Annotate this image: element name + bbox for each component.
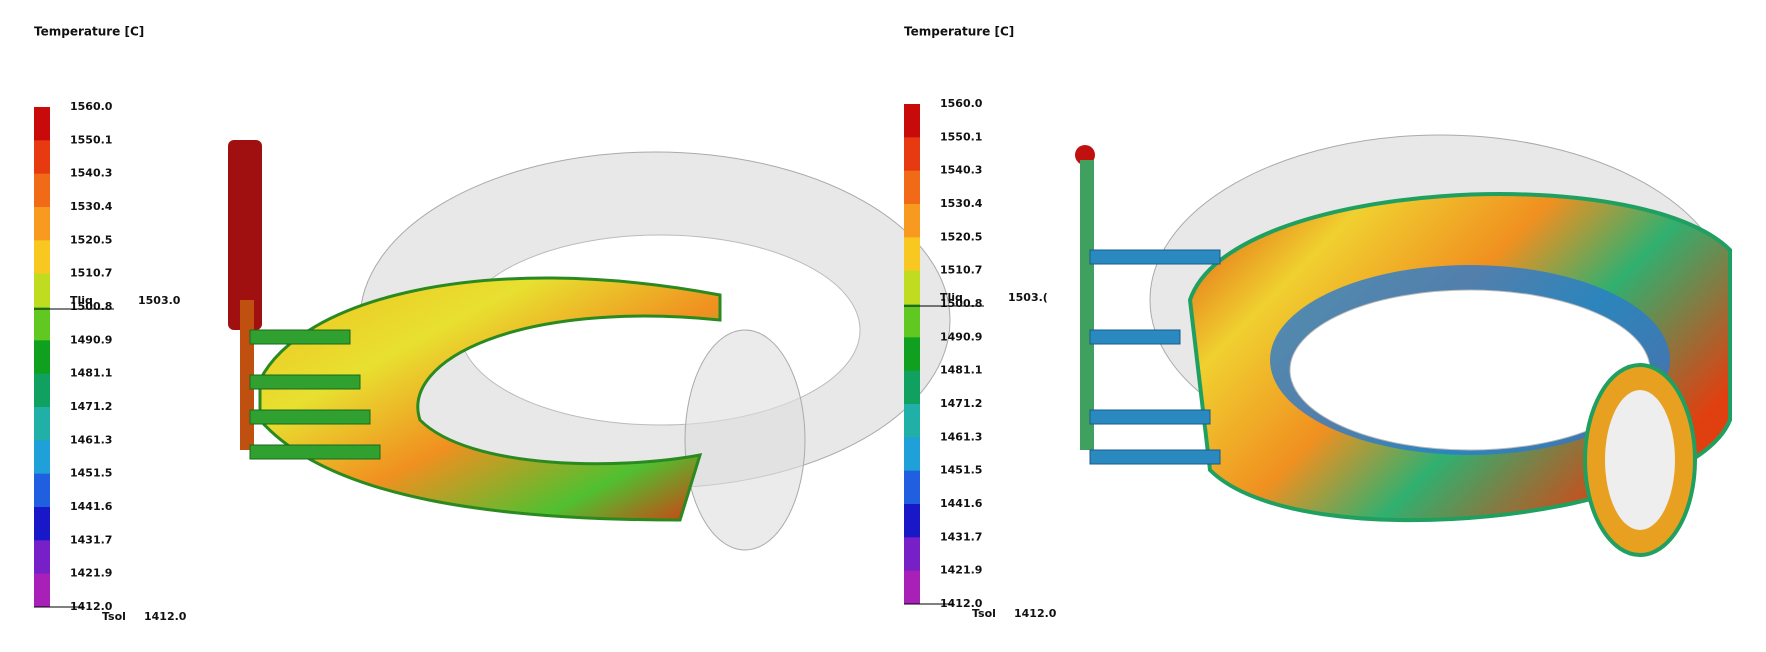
- colorbar-band: [904, 504, 920, 538]
- colorbar-band: [904, 270, 920, 305]
- liquidus-label: Tliq: [940, 291, 963, 304]
- legend-label: 1421.9: [940, 564, 982, 577]
- colorbar-band: [34, 140, 50, 175]
- colorbar-band: [34, 473, 50, 508]
- colorbar-band: [34, 173, 50, 208]
- colorbar-band: [904, 437, 920, 472]
- legend-label: 1520.5: [940, 230, 982, 243]
- colorbar-band: [904, 370, 920, 405]
- legend-label: 1451.5: [70, 467, 112, 480]
- legend-label: 1441.6: [940, 497, 983, 510]
- colorbar-band: [34, 407, 50, 441]
- legend-label: 1500.8: [70, 300, 112, 313]
- legend-label: 1412.0: [940, 597, 983, 610]
- colorbar-band: [904, 570, 920, 605]
- legend-label: 1550.1: [70, 133, 112, 146]
- colorbar-band: [904, 170, 920, 205]
- legend-label: 1560.0: [70, 100, 113, 113]
- colorbar-band: [34, 107, 50, 141]
- legend-label: 1540.3: [940, 164, 982, 177]
- legend-label: 1441.6: [70, 500, 113, 513]
- colorbar-band: [904, 237, 920, 272]
- legend-label: 1520.5: [70, 233, 112, 246]
- legend-label: 1451.5: [940, 464, 982, 477]
- legend-label: 1481.1: [70, 367, 112, 380]
- legend-label: 1412.0: [70, 600, 113, 613]
- legend-label: 1461.3: [940, 430, 982, 443]
- colorbar-band: [34, 240, 50, 275]
- colorbar-band: [34, 440, 50, 475]
- casting-render: [228, 140, 951, 551]
- colorbar-band: [34, 373, 50, 408]
- legend-title: Temperature [C]: [34, 25, 144, 39]
- solidus-value: 1412.0: [144, 610, 187, 623]
- liquidus-label: Tliq: [70, 294, 93, 307]
- colorbar-band: [904, 304, 920, 338]
- legend-label: 1431.7: [70, 533, 112, 546]
- liquidus-value: 1503.(: [1008, 291, 1048, 304]
- colorbar-band: [904, 404, 920, 438]
- colorbar-band: [904, 537, 920, 572]
- legend-label: 1550.1: [940, 130, 982, 143]
- colorbar-band: [34, 573, 50, 608]
- colorbar-band: [904, 204, 920, 238]
- legend-label: 1560.0: [940, 97, 983, 110]
- colorbar-band: [34, 307, 50, 341]
- legend-label: 1471.2: [70, 400, 112, 413]
- colorbar-band: [34, 507, 50, 541]
- colorbar-band: [34, 207, 50, 241]
- legend-label: 1481.1: [940, 364, 982, 377]
- legend-label: 1471.2: [940, 397, 982, 410]
- legend-label: 1530.4: [940, 197, 983, 210]
- solidus-label: Tsol: [102, 610, 126, 623]
- colorbar-band: [904, 104, 920, 138]
- legend-label: 1461.3: [70, 433, 112, 446]
- legend-label: 1490.9: [70, 333, 112, 346]
- colorbar-band: [904, 337, 920, 372]
- legend-label: 1530.4: [70, 200, 113, 213]
- legend-label: 1421.9: [70, 567, 112, 580]
- colorbar-band: [904, 137, 920, 172]
- solidus-value: 1412.0: [1014, 607, 1057, 620]
- legend-title: Temperature [C]: [904, 25, 1014, 39]
- colorbar-band: [34, 540, 50, 575]
- colorbar-band: [34, 273, 50, 308]
- legend-label: 1431.7: [940, 530, 982, 543]
- colorbar-band: [904, 470, 920, 505]
- legend-label: 1490.9: [940, 330, 982, 343]
- colorbar-band: [34, 340, 50, 375]
- solidus-label: Tsol: [972, 607, 996, 620]
- legend-label: 1540.3: [70, 167, 112, 180]
- legend-label: 1510.7: [70, 267, 112, 280]
- legend-label: 1500.8: [940, 297, 982, 310]
- legend-label: 1510.7: [940, 264, 982, 277]
- casting-render: [1075, 134, 1732, 557]
- liquidus-value: 1503.0: [138, 294, 181, 307]
